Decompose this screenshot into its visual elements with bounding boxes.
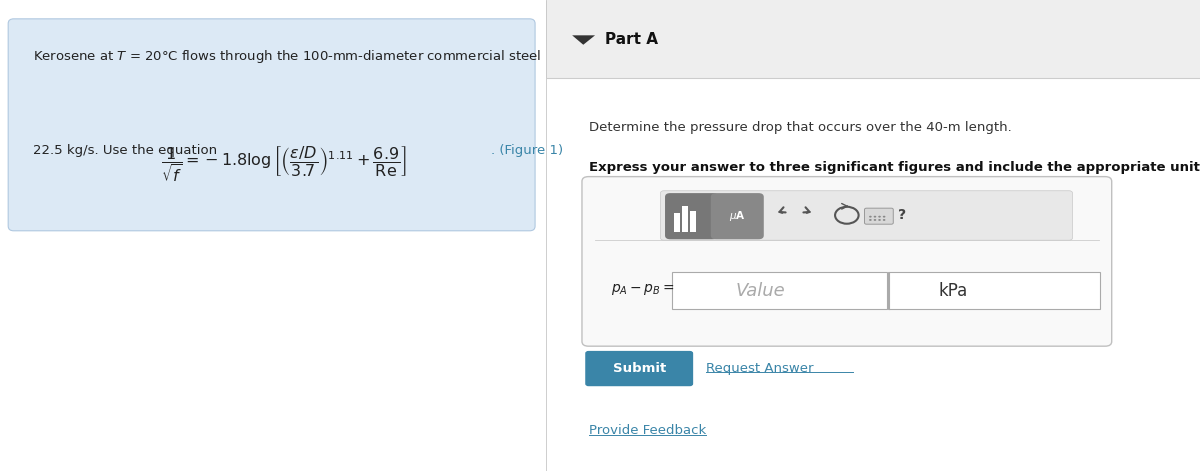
Text: Provide Feedback: Provide Feedback xyxy=(588,424,706,438)
Text: 22.5 kg/s. Use the equation: 22.5 kg/s. Use the equation xyxy=(32,144,217,157)
Polygon shape xyxy=(572,35,595,45)
Circle shape xyxy=(869,219,871,221)
Bar xyxy=(690,211,696,232)
Circle shape xyxy=(883,216,886,218)
Text: $\mu$A: $\mu$A xyxy=(730,209,746,223)
Text: kPa: kPa xyxy=(938,282,967,300)
FancyBboxPatch shape xyxy=(665,193,718,239)
Text: $p_A - p_B =$: $p_A - p_B =$ xyxy=(612,282,676,297)
Text: ?: ? xyxy=(899,208,906,222)
FancyBboxPatch shape xyxy=(888,272,1100,309)
FancyBboxPatch shape xyxy=(8,19,535,231)
FancyBboxPatch shape xyxy=(710,193,763,239)
Text: . (Figure 1): . (Figure 1) xyxy=(492,144,564,157)
FancyBboxPatch shape xyxy=(586,351,694,386)
Text: Kerosene at $T$ = 20°C flows through the 100-mm-diameter commercial steel pipe a: Kerosene at $T$ = 20°C flows through the… xyxy=(32,48,593,65)
Circle shape xyxy=(883,219,886,221)
Circle shape xyxy=(874,219,876,221)
Circle shape xyxy=(878,219,881,221)
FancyBboxPatch shape xyxy=(672,272,887,309)
FancyBboxPatch shape xyxy=(546,0,1200,78)
Text: $\dfrac{1}{\sqrt{f}} = -1.8\log\left[\left(\dfrac{\varepsilon/D}{3.7}\right)^{1.: $\dfrac{1}{\sqrt{f}} = -1.8\log\left[\le… xyxy=(161,145,407,185)
Circle shape xyxy=(878,216,881,218)
FancyBboxPatch shape xyxy=(864,208,893,224)
Bar xyxy=(682,206,688,232)
Text: Part A: Part A xyxy=(605,32,658,47)
Bar xyxy=(674,213,680,232)
Text: Determine the pressure drop that occurs over the 40-m length.: Determine the pressure drop that occurs … xyxy=(588,121,1012,134)
Circle shape xyxy=(869,216,871,218)
FancyBboxPatch shape xyxy=(660,191,1073,240)
Text: Value: Value xyxy=(736,282,786,300)
Text: Express your answer to three significant figures and include the appropriate uni: Express your answer to three significant… xyxy=(588,161,1200,174)
Text: Request Answer: Request Answer xyxy=(707,362,814,375)
Circle shape xyxy=(874,216,876,218)
Text: Submit: Submit xyxy=(613,362,666,375)
FancyBboxPatch shape xyxy=(582,177,1111,346)
